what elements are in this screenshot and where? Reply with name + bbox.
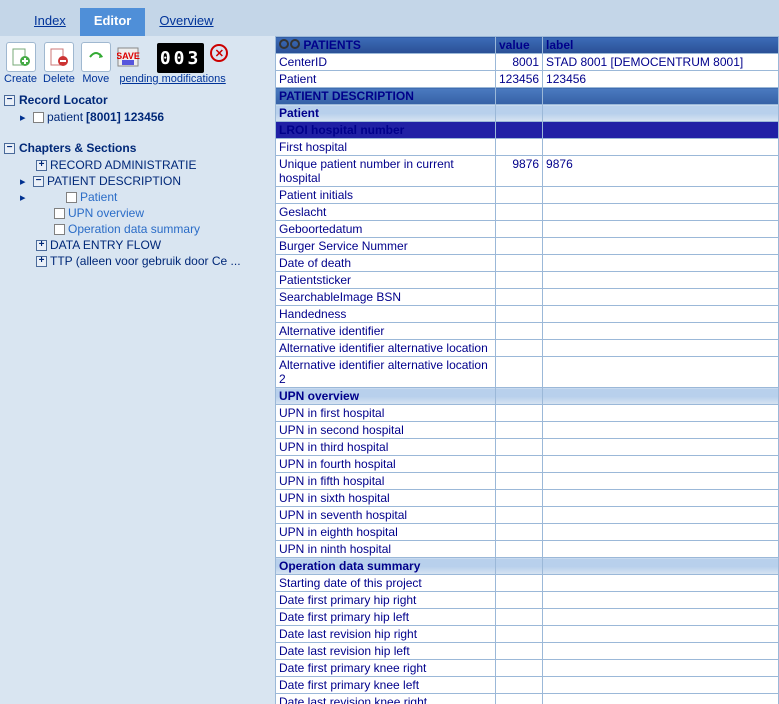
tree-item-desc[interactable]: ▸ − PATIENT DESCRIPTION bbox=[4, 173, 271, 189]
move-button[interactable]: Move bbox=[81, 42, 111, 85]
expand-icon[interactable]: + bbox=[36, 240, 47, 251]
table-row[interactable]: Handedness bbox=[276, 306, 779, 323]
table-row[interactable]: Patient initials bbox=[276, 187, 779, 204]
move-icon bbox=[81, 42, 111, 72]
table-row[interactable]: UPN in second hospital bbox=[276, 422, 779, 439]
expand-icon[interactable]: + bbox=[36, 160, 47, 171]
table-row[interactable]: UPN in third hospital bbox=[276, 439, 779, 456]
table-row[interactable]: Alternative identifier bbox=[276, 323, 779, 340]
marker-icon: ▸ bbox=[20, 191, 30, 203]
table-row[interactable]: SearchableImage BSN bbox=[276, 289, 779, 306]
marker-icon: ▸ bbox=[20, 175, 30, 187]
table-row[interactable]: Patient bbox=[276, 105, 779, 122]
left-panel: Create Delete Move SAVE 003 ✕ pending mo… bbox=[0, 36, 275, 704]
checkbox[interactable] bbox=[66, 192, 77, 203]
table-row[interactable]: UPN in seventh hospital bbox=[276, 507, 779, 524]
delete-button[interactable]: Delete bbox=[43, 42, 75, 85]
table-row[interactable]: Date of death bbox=[276, 255, 779, 272]
right-panel: PATIENTS value label CenterID8001STAD 80… bbox=[275, 36, 779, 704]
pending-block: SAVE 003 ✕ pending modifications bbox=[117, 43, 229, 85]
table-row[interactable]: Geslacht bbox=[276, 204, 779, 221]
record-locator-head: − Record Locator bbox=[4, 91, 271, 109]
table-row[interactable]: UPN in eighth hospital bbox=[276, 524, 779, 541]
table-row[interactable]: Date last revision knee right bbox=[276, 694, 779, 704]
table-row[interactable]: Date first primary hip left bbox=[276, 609, 779, 626]
toolbar: Create Delete Move SAVE 003 ✕ pending mo… bbox=[4, 40, 271, 91]
create-button[interactable]: Create bbox=[4, 42, 37, 85]
collapse-icon[interactable]: − bbox=[4, 143, 15, 154]
tree-item-upn[interactable]: UPN overview bbox=[4, 205, 271, 221]
table-row[interactable]: Starting date of this project bbox=[276, 575, 779, 592]
table-row[interactable]: Date last revision hip left bbox=[276, 643, 779, 660]
marker-icon: ▸ bbox=[20, 111, 30, 123]
gear-icon[interactable] bbox=[279, 39, 300, 49]
tree-item-patient[interactable]: ▸ Patient bbox=[4, 189, 271, 205]
table-row[interactable]: Patient123456123456 bbox=[276, 71, 779, 88]
chapters-head: − Chapters & Sections bbox=[4, 139, 271, 157]
tab-bar: Index Editor Overview bbox=[0, 0, 779, 36]
save-icon[interactable]: SAVE bbox=[117, 45, 153, 72]
table-row[interactable]: PATIENT DESCRIPTION bbox=[276, 88, 779, 105]
checkbox[interactable] bbox=[54, 208, 65, 219]
tree-item-admin[interactable]: + RECORD ADMINISTRATIE bbox=[4, 157, 271, 173]
checkbox[interactable] bbox=[33, 112, 44, 123]
create-icon bbox=[6, 42, 36, 72]
record-locator-row[interactable]: ▸ patient [8001] 123456 bbox=[4, 109, 271, 125]
table-row[interactable]: UPN in fifth hospital bbox=[276, 473, 779, 490]
checkbox[interactable] bbox=[54, 224, 65, 235]
table-header: PATIENTS value label bbox=[276, 37, 779, 54]
collapse-icon[interactable]: − bbox=[33, 176, 44, 187]
delete-icon bbox=[44, 42, 74, 72]
table-row[interactable]: Alternative identifier alternative locat… bbox=[276, 357, 779, 388]
table-row[interactable]: CenterID8001STAD 8001 [DEMOCENTRUM 8001] bbox=[276, 54, 779, 71]
table-row[interactable]: UPN in sixth hospital bbox=[276, 490, 779, 507]
pending-counter: 003 bbox=[157, 43, 205, 73]
table-row[interactable]: UPN in first hospital bbox=[276, 405, 779, 422]
table-row[interactable]: UPN in fourth hospital bbox=[276, 456, 779, 473]
table-row[interactable]: Unique patient number in current hospita… bbox=[276, 156, 779, 187]
tab-editor[interactable]: Editor bbox=[80, 8, 146, 36]
table-row[interactable]: Burger Service Nummer bbox=[276, 238, 779, 255]
table-row[interactable]: First hospital bbox=[276, 139, 779, 156]
tab-overview[interactable]: Overview bbox=[145, 8, 227, 36]
collapse-icon[interactable]: − bbox=[4, 95, 15, 106]
table-row[interactable]: Date first primary knee right bbox=[276, 660, 779, 677]
table-row[interactable]: Geboortedatum bbox=[276, 221, 779, 238]
table-row[interactable]: Date first primary knee left bbox=[276, 677, 779, 694]
table-row[interactable]: UPN overview bbox=[276, 388, 779, 405]
table-row[interactable]: Operation data summary bbox=[276, 558, 779, 575]
table-row[interactable]: Alternative identifier alternative locat… bbox=[276, 340, 779, 357]
tree-item-flow[interactable]: + DATA ENTRY FLOW bbox=[4, 237, 271, 253]
expand-icon[interactable]: + bbox=[36, 256, 47, 267]
table-row[interactable]: LROI hospital number bbox=[276, 122, 779, 139]
tab-index[interactable]: Index bbox=[20, 8, 80, 36]
tree-item-op[interactable]: Operation data summary bbox=[4, 221, 271, 237]
table-row[interactable]: Date last revision hip right bbox=[276, 626, 779, 643]
tree-item-ttp[interactable]: + TTP (alleen voor gebruik door Ce ... bbox=[4, 253, 271, 269]
pending-link[interactable]: pending modifications bbox=[119, 73, 225, 85]
table-row[interactable]: Date first primary hip right bbox=[276, 592, 779, 609]
svg-text:SAVE: SAVE bbox=[117, 51, 140, 61]
close-icon[interactable]: ✕ bbox=[210, 44, 228, 62]
table-row[interactable]: UPN in ninth hospital bbox=[276, 541, 779, 558]
data-table: PATIENTS value label CenterID8001STAD 80… bbox=[275, 36, 779, 704]
table-row[interactable]: Patientsticker bbox=[276, 272, 779, 289]
